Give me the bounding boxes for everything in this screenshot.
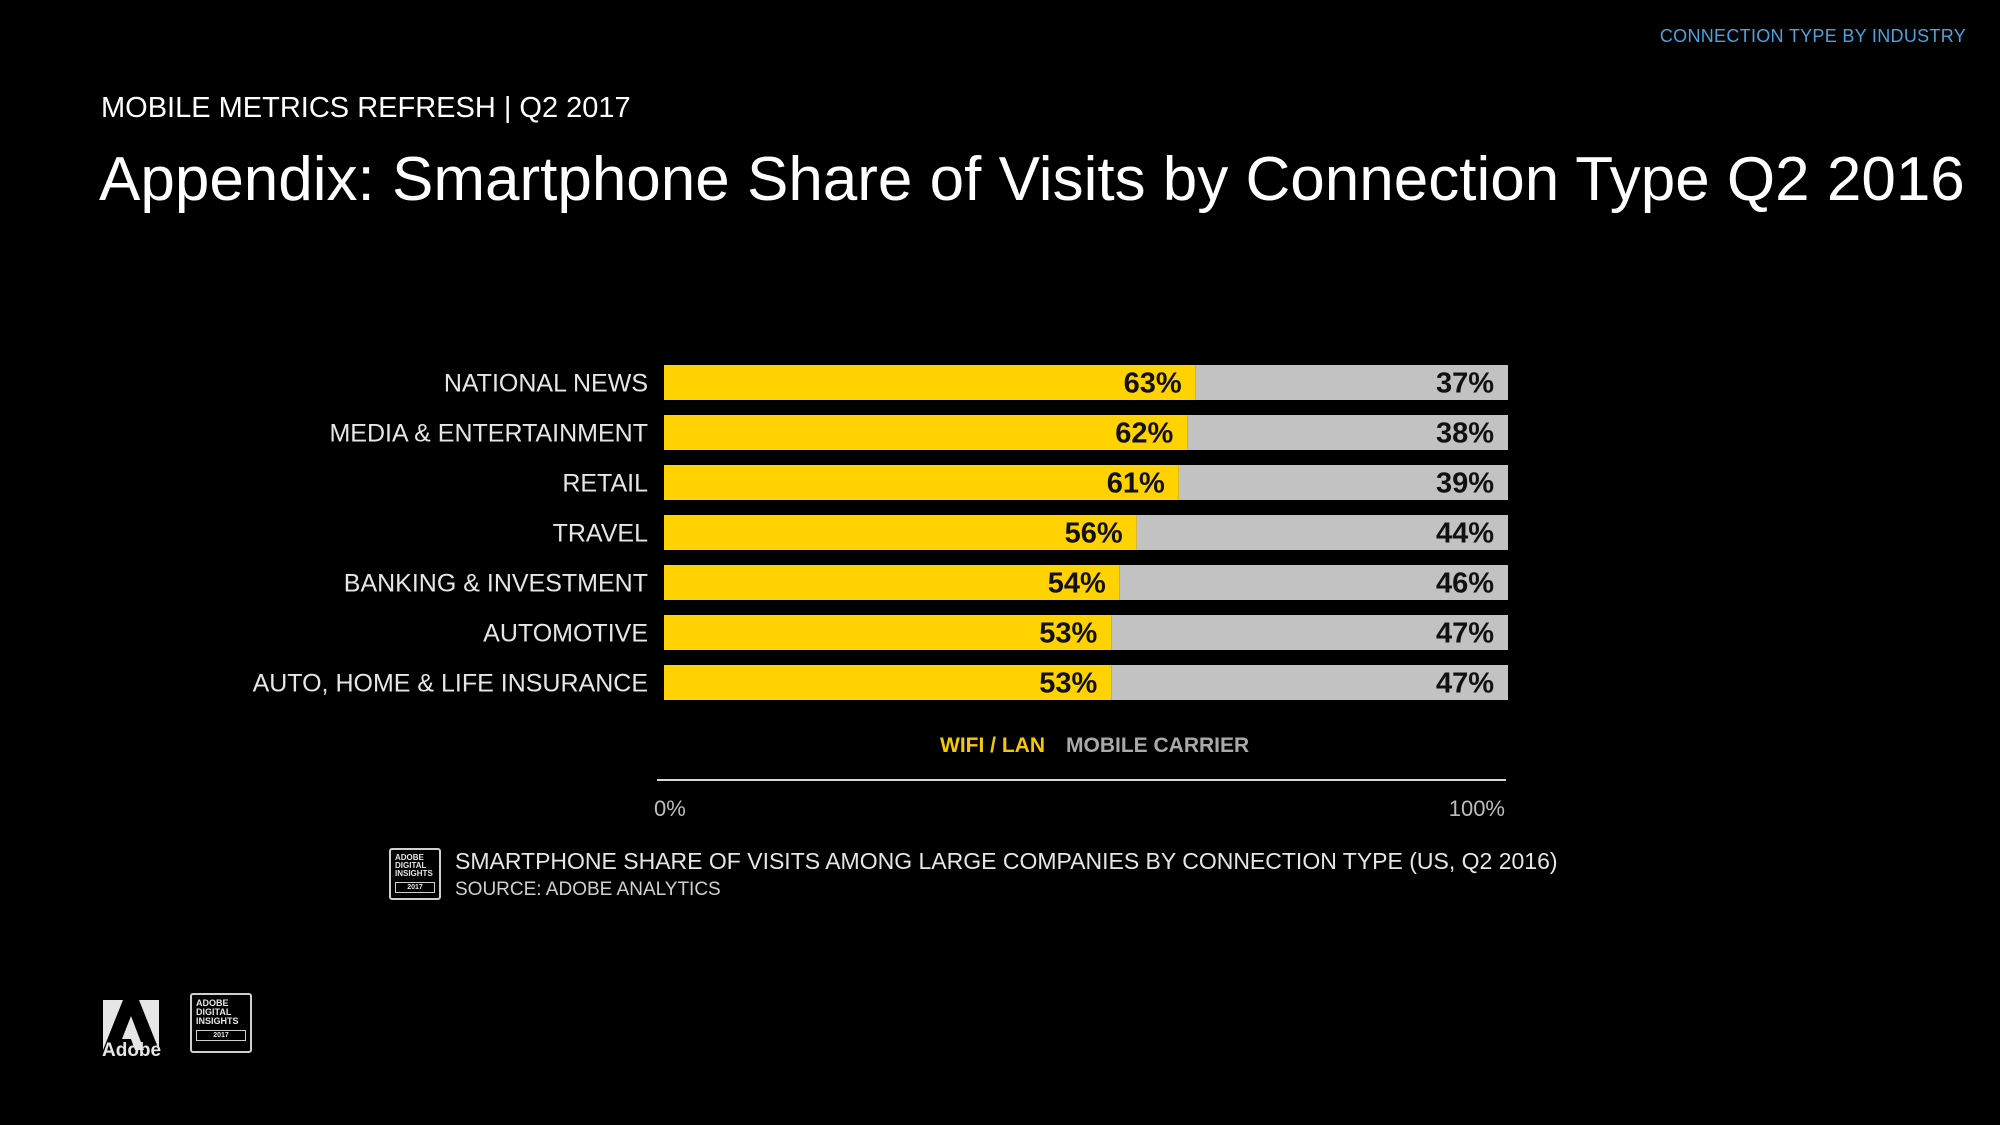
- mobile-bar: [1195, 365, 1508, 400]
- category-label: RETAIL: [562, 470, 648, 498]
- mobile-value-label: 47%: [1436, 618, 1494, 650]
- category-label: TRAVEL: [553, 520, 648, 548]
- chart-source: SOURCE: ADOBE ANALYTICS: [455, 879, 721, 900]
- page-title: Appendix: Smartphone Share of Visits by …: [99, 145, 1965, 214]
- category-label: MEDIA & ENTERTAINMENT: [329, 420, 648, 448]
- wifi-bar: [664, 465, 1179, 500]
- wifi-value-label: 62%: [1115, 418, 1173, 450]
- wifi-value-label: 53%: [1039, 618, 1097, 650]
- mobile-bar: [1111, 665, 1508, 700]
- chart-caption: SMARTPHONE SHARE OF VISITS AMONG LARGE C…: [455, 848, 1558, 874]
- wifi-value-label: 63%: [1124, 368, 1182, 400]
- badge-line: ADOBE: [395, 853, 424, 862]
- badge-line: INSIGHTS: [395, 869, 433, 878]
- mobile-value-label: 46%: [1436, 568, 1494, 600]
- wifi-bar: [664, 615, 1112, 650]
- badge-year: 2017: [196, 1030, 246, 1041]
- kicker-text: MOBILE METRICS REFRESH | Q2 2017: [101, 92, 631, 124]
- adobe-wordmark: Adobe: [102, 1040, 162, 1061]
- mobile-value-label: 37%: [1436, 368, 1494, 400]
- badge-line: INSIGHTS: [196, 1016, 239, 1026]
- x-tick-label: 100%: [1449, 796, 1505, 821]
- category-label: BANKING & INVESTMENT: [344, 570, 648, 598]
- mobile-value-label: 47%: [1436, 668, 1494, 700]
- mobile-bar: [1187, 415, 1508, 450]
- category-label: AUTO, HOME & LIFE INSURANCE: [253, 670, 648, 698]
- badge-year: 2017: [395, 882, 435, 893]
- wifi-value-label: 54%: [1048, 568, 1106, 600]
- mobile-value-label: 38%: [1436, 418, 1494, 450]
- mobile-bar: [1111, 615, 1508, 650]
- wifi-bar: [664, 415, 1188, 450]
- wifi-value-label: 56%: [1065, 518, 1123, 550]
- badge-line: DIGITAL: [196, 1007, 232, 1017]
- legend-wifi-lan: WIFI / LAN: [940, 734, 1045, 757]
- badge-line: ADOBE: [196, 998, 229, 1008]
- legend-mobile-carrier: MOBILE CARRIER: [1066, 734, 1249, 757]
- wifi-value-label: 53%: [1039, 668, 1097, 700]
- section-tag: CONNECTION TYPE BY INDUSTRY: [1659, 26, 1966, 46]
- mobile-value-label: 44%: [1436, 518, 1494, 550]
- wifi-value-label: 61%: [1107, 468, 1165, 500]
- mobile-bar: [1136, 515, 1508, 550]
- mobile-bar: [1119, 565, 1508, 600]
- mobile-value-label: 39%: [1436, 468, 1494, 500]
- wifi-bar: [664, 365, 1196, 400]
- category-label: AUTOMOTIVE: [483, 620, 648, 648]
- adobe-digital-insights-badge: ADOBE DIGITAL INSIGHTS 2017: [389, 848, 441, 900]
- wifi-bar: [664, 515, 1137, 550]
- wifi-bar: [664, 665, 1112, 700]
- category-label: NATIONAL NEWS: [444, 370, 648, 398]
- mobile-bar: [1178, 465, 1508, 500]
- x-tick-label: 0%: [654, 796, 686, 821]
- wifi-bar: [664, 565, 1120, 600]
- adobe-digital-insights-footer-badge: ADOBE DIGITAL INSIGHTS 2017: [190, 993, 252, 1053]
- badge-line: DIGITAL: [395, 861, 427, 870]
- adobe-logo-icon: [103, 1000, 159, 1050]
